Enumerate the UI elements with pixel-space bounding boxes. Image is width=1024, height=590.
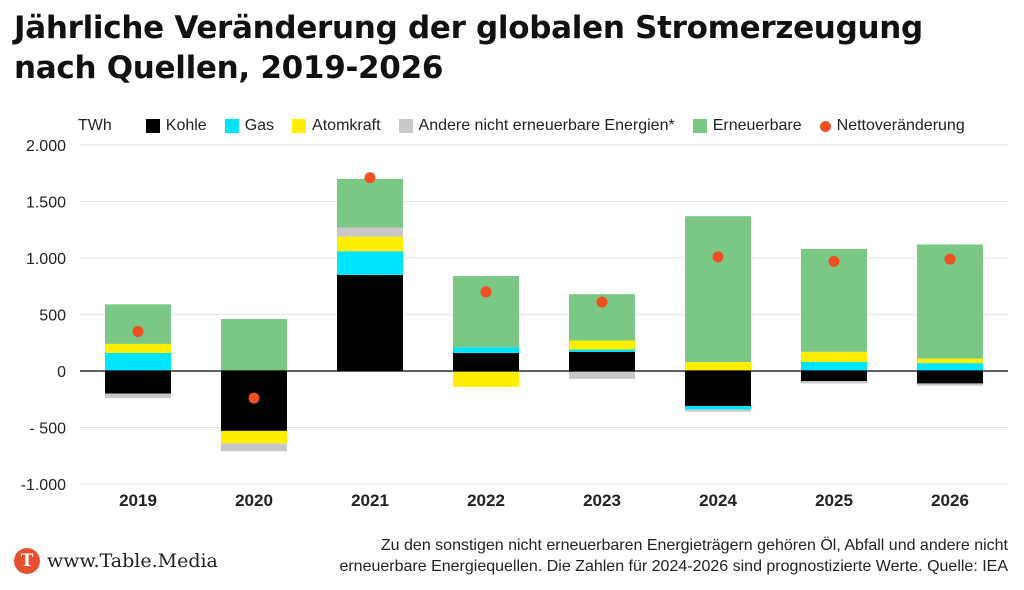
net-change-point (828, 255, 840, 267)
bar-segment (685, 361, 751, 371)
legend-dot-netto (819, 120, 831, 132)
y-tick-label: -1.000 (21, 477, 66, 494)
net-change-point (364, 172, 376, 184)
brand-name: www.Table.Media (47, 550, 218, 572)
table-media-logo-icon: T (14, 548, 40, 574)
legend-label-netto: Nettoveränderung (836, 117, 965, 134)
bar-segment (221, 430, 287, 444)
bar-segment (569, 351, 635, 371)
legend-item-netto: Nettoveränderung (819, 117, 965, 135)
legend-label-kohle: Kohle (165, 117, 207, 134)
bar-segment (105, 371, 171, 394)
bar-segment (685, 216, 751, 362)
bar-segment (221, 319, 287, 371)
net-change-point (944, 253, 956, 265)
net-change-point (132, 325, 144, 337)
chart-legend: TWh Kohle Gas Atomkraft Andere nicht ern… (78, 115, 983, 137)
source-note-line-1: Zu den sonstigen nicht erneuerbaren Ener… (380, 537, 1008, 554)
bar-segment (801, 371, 867, 382)
chart-title: Jährliche Veränderung der globalen Strom… (14, 10, 923, 86)
y-tick-label: 500 (39, 308, 66, 325)
legend-swatch-gas (224, 119, 239, 133)
source-note-line-2: erneuerbare Energiequellen. Die Zahlen f… (339, 558, 1008, 575)
bar-segment (221, 443, 287, 452)
legend-swatch-kohle (145, 119, 160, 133)
x-tick-label: 2025 (815, 491, 853, 510)
legend-item-erneuerbare: Erneuerbare (692, 117, 802, 135)
legend-item-gas: Gas (224, 117, 275, 135)
x-tick-label: 2019 (119, 491, 157, 510)
bar-segment (453, 347, 519, 353)
bar-segment (337, 236, 403, 252)
legend-label-gas: Gas (244, 117, 275, 134)
bar-segment (337, 274, 403, 371)
stacked-bar-chart: 2.000 1.500 1.000 500 0 - 500 -1.000 2019 2020 20… (21, 138, 1008, 510)
bar-segment (685, 371, 751, 407)
net-change-point (248, 392, 260, 404)
bar-segment (917, 371, 983, 384)
bar-segment (105, 393, 171, 399)
bar-segment (917, 363, 983, 371)
bar-segment (453, 371, 519, 387)
bar-segment (337, 251, 403, 275)
bar-segment (105, 352, 171, 371)
x-tick-label: 2022 (467, 491, 505, 510)
bar-segment (105, 343, 171, 353)
bar-segment (801, 351, 867, 362)
legend-item-atomkraft: Atomkraft (292, 117, 381, 135)
bar-segment (337, 227, 403, 237)
bar-segment (917, 383, 983, 386)
unit-label: TWh (78, 117, 112, 134)
y-tick-label: 1.500 (26, 195, 66, 212)
source-note: Zu den sonstigen nicht erneuerbaren Ener… (248, 535, 1008, 577)
net-change-point (596, 296, 608, 308)
x-tick-label: 2021 (351, 491, 389, 510)
bar-segment (685, 409, 751, 412)
net-change-point (712, 251, 724, 263)
bar-segment (801, 361, 867, 371)
legend-item-andere: Andere nicht erneuerbare Energien* (398, 117, 675, 135)
brand-logo[interactable]: T www.Table.Media (14, 548, 218, 574)
bar-segment (685, 406, 751, 410)
bar-segment (337, 178, 403, 228)
legend-swatch-atomkraft (292, 119, 307, 133)
bar-segment (453, 352, 519, 371)
legend-swatch-andere (398, 119, 413, 133)
net-change-point (480, 286, 492, 298)
x-tick-label: 2024 (699, 491, 737, 510)
bar-segment (569, 349, 635, 352)
legend-swatch-erneuerbare (692, 119, 707, 133)
legend-label-erneuerbare: Erneuerbare (712, 117, 802, 134)
y-tick-label: 2.000 (26, 138, 66, 155)
bar-segment (801, 381, 867, 384)
x-tick-label: 2020 (235, 491, 273, 510)
y-tick-label: 0 (57, 364, 66, 381)
bar-segment (569, 371, 635, 379)
legend-item-kohle: Kohle (145, 117, 207, 135)
x-tick-label: 2026 (931, 491, 969, 510)
y-tick-label: - 500 (30, 421, 67, 438)
legend-label-atomkraft: Atomkraft (312, 117, 381, 134)
legend-label-andere: Andere nicht erneuerbare Energien* (418, 117, 675, 134)
x-tick-label: 2023 (583, 491, 621, 510)
bar-segment (569, 340, 635, 350)
bar-segment (105, 304, 171, 344)
bar-segment (917, 358, 983, 364)
y-tick-label: 1.000 (26, 251, 66, 268)
